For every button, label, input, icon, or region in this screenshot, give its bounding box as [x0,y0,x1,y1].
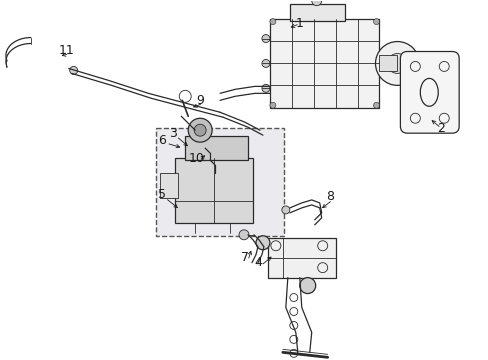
Bar [185,136,247,160]
Bar [175,158,252,223]
Circle shape [269,102,275,108]
Text: 1: 1 [295,17,303,30]
Text: 6: 6 [158,134,166,147]
Circle shape [262,35,269,42]
Text: 2: 2 [436,122,444,135]
Circle shape [262,59,269,67]
Text: 5: 5 [158,188,166,202]
Bar [160,173,178,198]
Circle shape [188,118,212,142]
Circle shape [281,206,289,214]
Circle shape [69,67,78,75]
Circle shape [373,102,379,108]
Circle shape [255,236,269,250]
Circle shape [194,124,206,136]
Circle shape [375,41,419,85]
Bar [156,128,283,236]
Text: 3: 3 [169,127,177,140]
Text: 11: 11 [59,44,74,57]
Circle shape [239,230,248,240]
Circle shape [386,54,407,73]
Circle shape [262,84,269,92]
Text: 8: 8 [325,190,333,203]
FancyBboxPatch shape [400,51,458,133]
Circle shape [202,140,212,150]
Text: 4: 4 [253,256,262,269]
Text: 9: 9 [196,94,203,107]
Text: 10: 10 [188,152,203,165]
Circle shape [299,278,315,293]
Bar [379,55,397,71]
Circle shape [373,19,379,24]
Circle shape [311,0,321,6]
Bar [269,19,379,108]
Circle shape [269,19,275,24]
Text: 7: 7 [241,251,248,264]
Bar [289,4,344,21]
Bar [267,238,335,278]
